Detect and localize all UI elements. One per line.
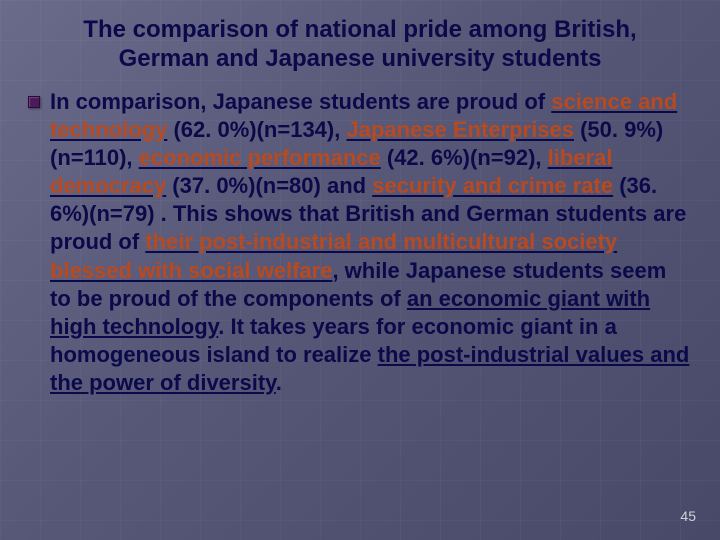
- slide-title: The comparison of national pride among B…: [28, 16, 692, 74]
- text-segment: .: [276, 370, 282, 395]
- highlight-japanese-enterprises: Japanese Enterprises: [346, 117, 573, 142]
- text-segment: (62. 0%)(n=134),: [167, 117, 346, 142]
- highlight-security-crime: security and crime rate: [372, 173, 613, 198]
- body-paragraph: In comparison, Japanese students are pro…: [50, 88, 692, 398]
- bullet-icon: [28, 96, 40, 108]
- highlight-economic-performance: economic performance: [139, 145, 381, 170]
- slide-container: The comparison of national pride among B…: [0, 0, 720, 540]
- page-number: 45: [680, 508, 696, 524]
- text-segment: (42. 6%)(n=92),: [381, 145, 548, 170]
- bullet-row: In comparison, Japanese students are pro…: [28, 88, 692, 398]
- text-segment: (37. 0%)(n=80) and: [166, 173, 372, 198]
- text-segment: In comparison, Japanese students are pro…: [50, 89, 551, 114]
